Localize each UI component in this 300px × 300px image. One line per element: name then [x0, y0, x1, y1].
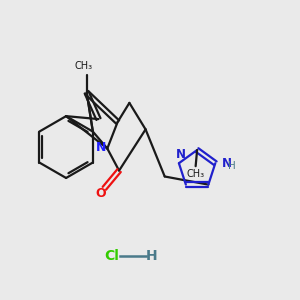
Text: H: H [228, 160, 236, 171]
Text: CH₃: CH₃ [187, 169, 205, 179]
Text: H: H [146, 249, 157, 263]
Text: Cl: Cl [104, 249, 119, 263]
Text: N: N [96, 141, 106, 154]
Text: O: O [95, 187, 106, 200]
Text: N: N [176, 148, 185, 161]
Text: CH₃: CH₃ [75, 61, 93, 71]
Text: N: N [222, 157, 232, 170]
